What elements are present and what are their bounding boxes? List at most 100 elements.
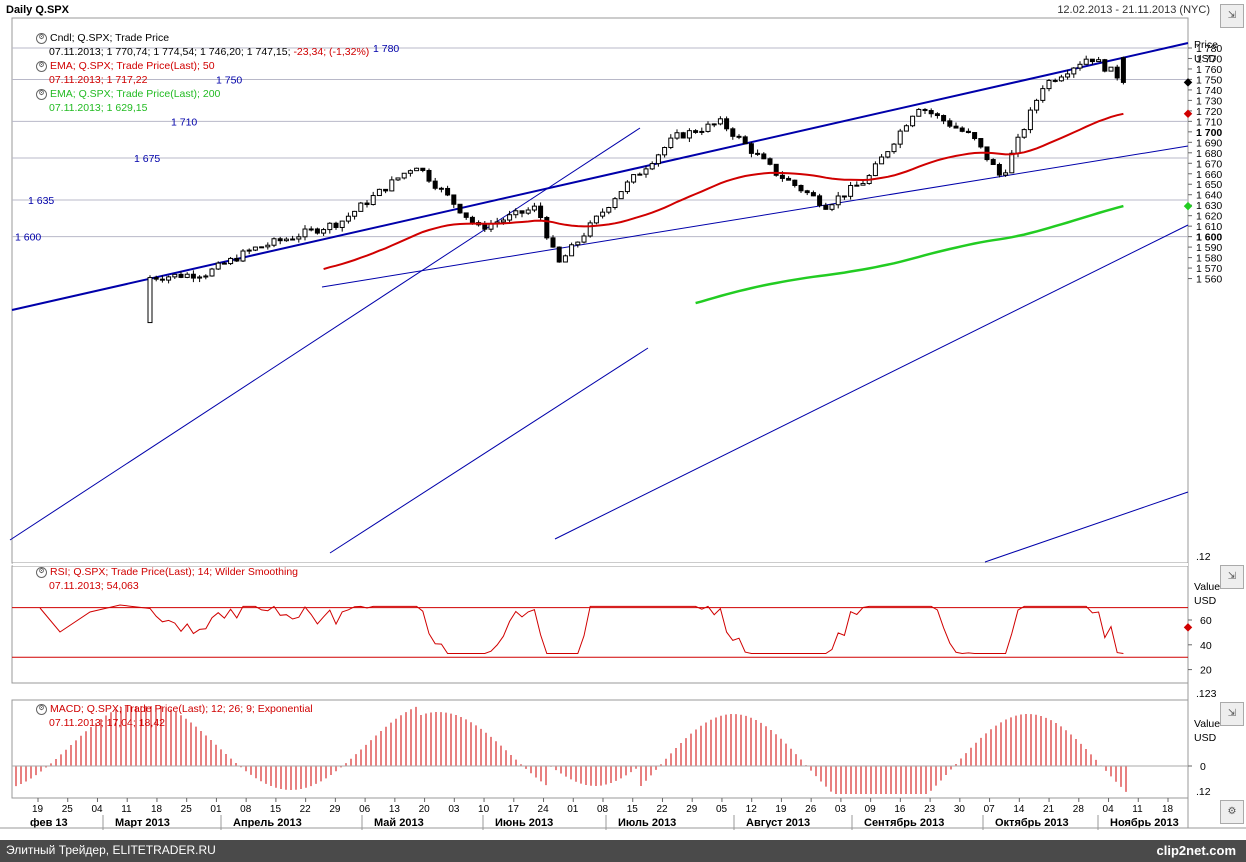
candle-body xyxy=(438,187,444,190)
price-panel-menu-button[interactable]: ⇲ xyxy=(1220,4,1244,28)
indicator-icon[interactable]: ⚙ xyxy=(36,60,47,72)
candle-body xyxy=(166,276,172,281)
candle-body xyxy=(860,182,866,186)
indicator-icon[interactable]: ⚙ xyxy=(36,566,47,578)
candle-body xyxy=(302,228,308,238)
candle-body xyxy=(321,229,327,234)
candle-body xyxy=(1021,129,1027,138)
candle-body xyxy=(792,179,798,186)
x-month-label: Апрель 2013 xyxy=(233,817,302,829)
candle-body xyxy=(674,132,680,139)
rsi-tick-label: 20 xyxy=(1200,665,1212,677)
legend-ema50[interactable]: ⚙ EMA; Q.SPX; Trade Price(Last); 50 xyxy=(36,59,369,73)
candle-body xyxy=(643,168,649,175)
candle-body xyxy=(525,209,531,214)
x-tick-label: 23 xyxy=(924,804,936,815)
candle-body xyxy=(916,108,922,117)
candle-body xyxy=(370,195,376,206)
candle-body xyxy=(897,130,903,145)
candle-body xyxy=(810,192,816,197)
candle-body xyxy=(817,195,823,206)
candle-body xyxy=(259,246,265,249)
x-month-label: Октябрь 2013 xyxy=(995,817,1069,829)
trendline xyxy=(329,347,649,554)
candle-body xyxy=(314,228,320,234)
footer-bar: Элитный Трейдер, ELITETRADER.RU clip2net… xyxy=(0,840,1246,862)
rsi-panel-menu-button[interactable]: ⇲ xyxy=(1220,565,1244,589)
price-axis-unit: USD xyxy=(1194,53,1217,65)
candle-body xyxy=(680,132,686,139)
price-tick-label: 1 680 xyxy=(1196,148,1222,160)
candle-body xyxy=(854,184,860,187)
legend-ema200[interactable]: ⚙ EMA; Q.SPX; Trade Price(Last); 200 xyxy=(36,87,369,101)
rsi-last-marker xyxy=(1183,623,1193,632)
candle-body xyxy=(401,172,407,179)
candle-body xyxy=(879,156,885,165)
axis-settings-button[interactable]: ⚙ xyxy=(1220,800,1244,824)
legend-rsi[interactable]: ⚙ RSI; Q.SPX; Trade Price(Last); 14; Wild… xyxy=(36,565,298,579)
x-tick-label: 28 xyxy=(1073,804,1085,815)
candle-body xyxy=(296,236,302,240)
price-tick-label: 1 750 xyxy=(1196,74,1222,86)
macd-axis-title: Value xyxy=(1194,718,1220,730)
candle-body xyxy=(1065,73,1071,78)
candle-body xyxy=(1058,76,1064,82)
candle-body xyxy=(655,154,661,165)
x-tick-label: 08 xyxy=(240,804,252,815)
candle-body xyxy=(736,135,742,138)
indicator-icon[interactable]: ⚙ xyxy=(36,88,47,100)
candle-body xyxy=(1108,66,1114,72)
footer-brand[interactable]: clip2net.com xyxy=(1156,843,1236,858)
candle-body xyxy=(290,238,296,241)
legend-ema50-values: 07.11.2013; 1 717,22 xyxy=(49,74,148,86)
candle-body xyxy=(1003,172,1009,176)
x-tick-label: 18 xyxy=(151,804,163,815)
x-tick-label: 18 xyxy=(1162,804,1174,815)
candle-body xyxy=(761,153,767,160)
candle-body xyxy=(872,163,878,177)
legend-candles-values: 07.11.2013; 1 770,74; 1 774,54; 1 746,20… xyxy=(36,45,369,59)
level-line-label: 1 780 xyxy=(373,43,399,55)
x-tick-label: 03 xyxy=(448,804,460,815)
candle-body xyxy=(432,180,438,189)
trendline xyxy=(321,145,1189,288)
candle-body xyxy=(1089,58,1095,63)
rsi-tick-label: 60 xyxy=(1200,615,1212,627)
indicator-icon[interactable]: ⚙ xyxy=(36,32,47,44)
price-tick-label: 1 710 xyxy=(1196,116,1222,128)
candle-body xyxy=(978,138,984,148)
rsi-axis-title: Value xyxy=(1194,581,1220,593)
candle-body xyxy=(649,163,655,170)
x-tick-label: 30 xyxy=(954,804,966,815)
macd-legend: ⚙ MACD; Q.SPX; Trade Price(Last); 12; 26;… xyxy=(36,702,313,730)
candle-body xyxy=(581,235,587,243)
candle-body xyxy=(910,115,916,127)
candle-body xyxy=(631,174,637,183)
candle-body xyxy=(891,143,897,153)
macd-axis-unit: USD xyxy=(1194,732,1217,744)
candle-body xyxy=(767,158,773,165)
candle-body xyxy=(848,184,854,197)
x-month-label: фев 13 xyxy=(30,817,68,829)
legend-candles[interactable]: ⚙ Cndl; Q.SPX; Trade Price xyxy=(36,31,369,45)
candle-body xyxy=(190,273,196,279)
x-tick-label: 22 xyxy=(300,804,312,815)
x-tick-label: 01 xyxy=(210,804,222,815)
candle-body xyxy=(383,188,389,192)
candle-body xyxy=(953,125,959,129)
candle-body xyxy=(841,195,847,198)
rsi-legend: ⚙ RSI; Q.SPX; Trade Price(Last); 14; Wild… xyxy=(36,565,298,593)
legend-macd[interactable]: ⚙ MACD; Q.SPX; Trade Price(Last); 12; 26;… xyxy=(36,702,313,716)
level-line-label: 1 750 xyxy=(216,74,242,86)
macd-panel-menu-button[interactable]: ⇲ xyxy=(1220,702,1244,726)
candle-body xyxy=(184,273,190,278)
candle-body xyxy=(928,110,934,115)
candle-body xyxy=(711,123,717,126)
indicator-icon[interactable]: ⚙ xyxy=(36,703,47,715)
price-axis-corner: .12 xyxy=(1196,551,1211,563)
legend-rsi-values: 07.11.2013; 54,063 xyxy=(49,580,139,592)
candle-body xyxy=(308,228,314,231)
price-tick-label: 1 640 xyxy=(1196,190,1222,202)
candle-body xyxy=(240,250,246,262)
